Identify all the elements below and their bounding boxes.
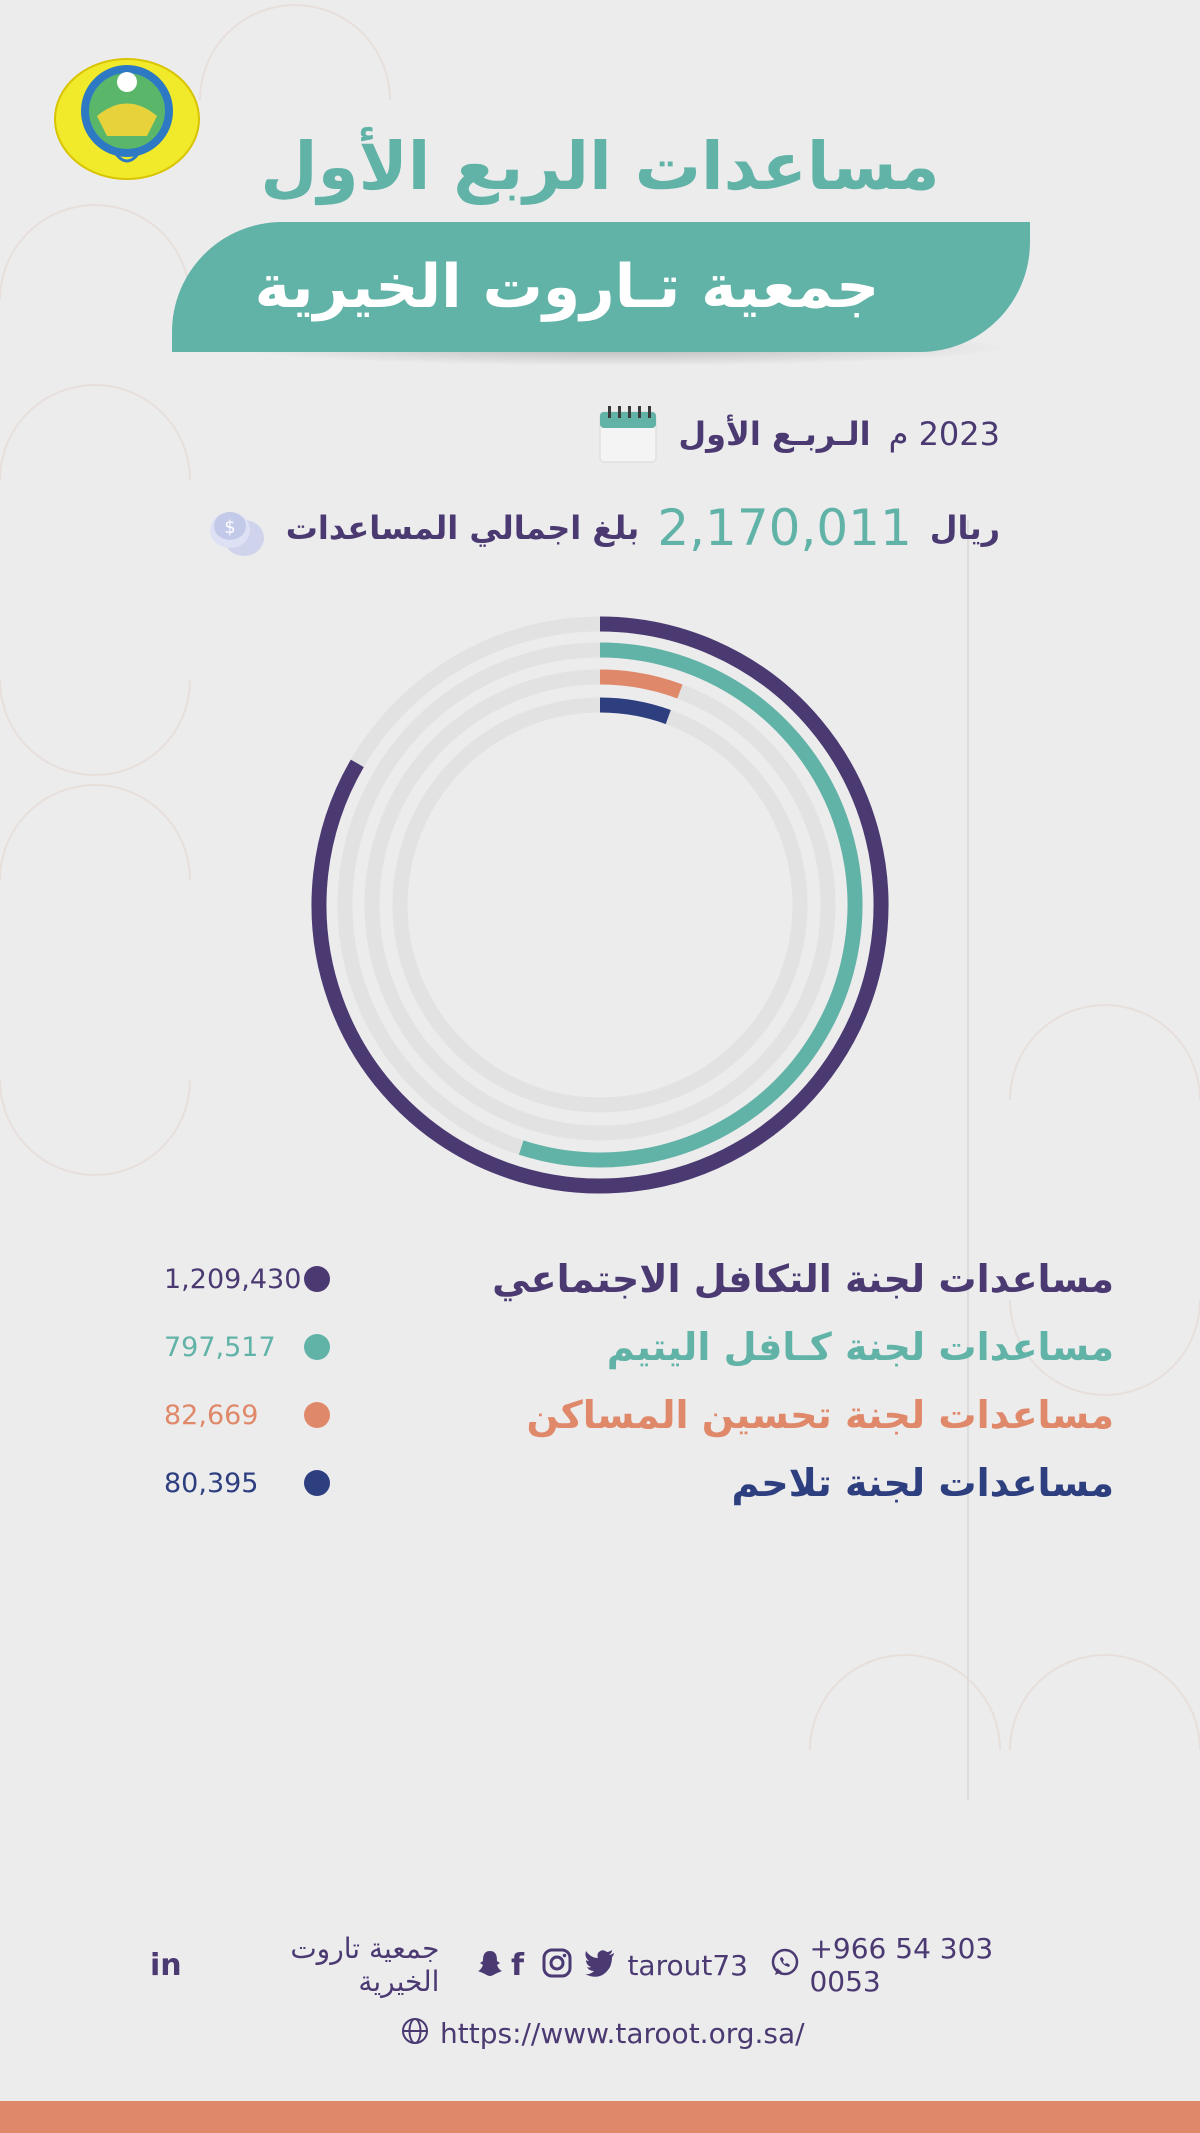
quarter-row: الـربـع الأول 2023 م xyxy=(596,402,1000,466)
banner-title: جمعية تـاروت الخيرية xyxy=(254,252,880,322)
phone-number[interactable]: +966 54 303 0053 xyxy=(809,1932,994,1998)
website-link[interactable]: https://www.taroot.org.sa/ xyxy=(440,2016,805,2050)
instagram-icon[interactable] xyxy=(541,1947,584,1983)
legend-dot xyxy=(304,1470,330,1496)
facebook-icon[interactable]: f xyxy=(510,1947,524,1983)
legend-label: مساعدات لجنة كـافل اليتيم xyxy=(606,1325,1114,1369)
website-row: https://www.taroot.org.sa/ xyxy=(400,2016,820,2050)
svg-text:$: $ xyxy=(224,517,235,538)
calendar-icon xyxy=(596,402,660,466)
ring-bar xyxy=(311,616,889,1194)
legend-value: 797,517 xyxy=(164,1331,276,1363)
legend-item: 1,209,430 مساعدات لجنة التكافل الاجتماعي xyxy=(140,1245,1140,1313)
whatsapp-icon[interactable] xyxy=(770,1948,809,1982)
title-banner xyxy=(172,222,1030,352)
legend-value: 80,395 xyxy=(164,1467,259,1499)
org-name-footer: جمعية تاروت الخيرية xyxy=(290,1932,440,1998)
footer-contacts: in جمعية تاروت الخيرية f tarout73 +966 5… xyxy=(150,1932,1070,1998)
ring-track xyxy=(392,697,808,1113)
linkedin-icon[interactable]: in xyxy=(150,1947,182,1983)
radial-bar-chart xyxy=(311,616,889,1194)
legend-label: مساعدات لجنة تحسين المساكن xyxy=(526,1393,1114,1437)
chart-legend: 1,209,430 مساعدات لجنة التكافل الاجتماعي… xyxy=(140,1245,1140,1517)
social-handle[interactable]: tarout73 xyxy=(627,1948,748,1982)
divider-line xyxy=(967,520,969,1800)
ring-bar xyxy=(599,697,671,725)
legend-item: 797,517 مساعدات لجنة كـافل اليتيم xyxy=(140,1313,1140,1381)
twitter-icon[interactable] xyxy=(584,1949,623,1981)
legend-dot xyxy=(304,1266,330,1292)
total-amount: 2,170,011 xyxy=(657,499,912,557)
coins-icon: $ xyxy=(204,496,268,560)
quarter-year: 2023 م xyxy=(888,415,1000,453)
ring-bar xyxy=(599,669,683,699)
ring-track xyxy=(364,669,836,1141)
total-row: $ بلغ اجمالي المساعدات 2,170,011 ريال xyxy=(204,496,1000,560)
ring-bar xyxy=(518,642,863,1168)
legend-item: 82,669 مساعدات لجنة تحسين المساكن xyxy=(140,1381,1140,1449)
legend-dot xyxy=(304,1334,330,1360)
bottom-bar xyxy=(0,2101,1200,2133)
page-title: مساعدات الربع الأول xyxy=(260,128,940,205)
legend-value: 82,669 xyxy=(164,1399,259,1431)
legend-dot xyxy=(304,1402,330,1428)
legend-label: مساعدات لجنة التكافل الاجتماعي xyxy=(492,1257,1114,1301)
total-prefix: بلغ اجمالي المساعدات xyxy=(285,509,640,547)
legend-value: 1,209,430 xyxy=(164,1263,302,1295)
legend-label: مساعدات لجنة تلاحم xyxy=(731,1461,1114,1505)
quarter-label: الـربـع الأول xyxy=(678,415,871,453)
globe-icon xyxy=(400,2016,430,2050)
legend-item: 80,395 مساعدات لجنة تلاحم xyxy=(140,1449,1140,1517)
currency-label: ريال xyxy=(929,509,1000,547)
org-logo xyxy=(52,56,202,182)
snapchat-icon[interactable] xyxy=(475,1948,511,1982)
